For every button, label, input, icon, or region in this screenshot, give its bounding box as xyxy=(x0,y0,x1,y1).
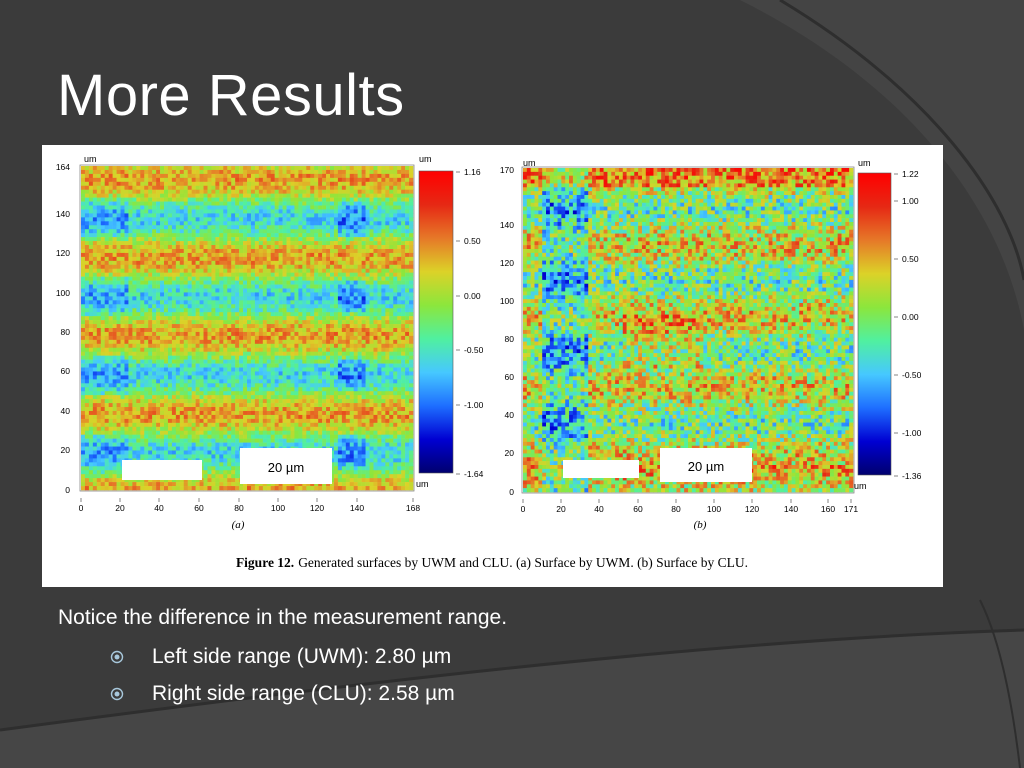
panel-b-scale-bar-label: 20 µm xyxy=(688,459,724,474)
tick-label: 168 xyxy=(406,503,420,513)
panel-a-colorbar xyxy=(418,170,454,474)
panel-b-frame xyxy=(521,166,855,494)
panel-b-colorbar-unit-bottom: um xyxy=(854,481,867,491)
panel-b-scale-box xyxy=(660,448,752,482)
panel-a-colorbar-unit-bottom: um xyxy=(416,479,429,489)
tick-label: 40 xyxy=(594,504,604,514)
panel-a: um 20 µm 0 20 40 60 80 100 120 140 168 0 20 40 60 80… xyxy=(56,154,484,531)
tick-label: 0 xyxy=(79,503,84,513)
colorbar-tick-label: 0.00 xyxy=(902,312,919,322)
tick-label: 120 xyxy=(310,503,324,513)
tick-label: 120 xyxy=(500,258,514,268)
tick-label: 40 xyxy=(505,410,515,420)
figure-caption-bold: Figure 12. xyxy=(236,555,294,570)
tick-label: 20 xyxy=(505,448,515,458)
panel-a-heatmap xyxy=(81,166,414,491)
tick-label: 60 xyxy=(505,372,515,382)
panel-a-label: (a) xyxy=(232,519,245,531)
bullet-circle-icon xyxy=(110,687,124,701)
colorbar-tick-label: -0.50 xyxy=(902,370,922,380)
tick-label: 100 xyxy=(56,288,70,298)
colorbar-tick-label: -0.50 xyxy=(464,345,484,355)
panel-b-x-ticks: 0 20 40 60 80 100 120 140 160 171 xyxy=(521,499,858,514)
panel-b-colorbar-ticks: 1.22 1.00 0.50 0.00 -0.50 -1.00 -1.36 xyxy=(894,169,922,481)
panel-b-colorbar xyxy=(857,172,892,476)
tick-label: 0 xyxy=(509,487,514,497)
surface-maps-figure: um 20 µm 0 20 40 60 80 100 120 140 168 0 20 40 60 80… xyxy=(56,154,922,570)
panel-b-heatmap xyxy=(523,168,854,493)
tick-label: 140 xyxy=(784,504,798,514)
tick-label: 0 xyxy=(65,485,70,495)
tick-label: 0 xyxy=(521,504,526,514)
tick-label: 100 xyxy=(500,296,514,306)
panel-b-unit: um xyxy=(523,158,536,168)
panel-a-colorbar-unit: um xyxy=(419,154,432,164)
tick-label: 20 xyxy=(556,504,566,514)
colorbar-tick-label: -1.00 xyxy=(902,428,922,438)
tick-label: 160 xyxy=(821,504,835,514)
colorbar-tick-label: 0.50 xyxy=(464,236,481,246)
colorbar-tick-label: 0.50 xyxy=(902,254,919,264)
tick-label: 140 xyxy=(56,209,70,219)
tick-label: 100 xyxy=(707,504,721,514)
panel-a-unit: um xyxy=(84,154,97,164)
panel-a-y-ticks: 0 20 40 60 80 100 120 140 164 xyxy=(56,162,70,495)
tick-label: 20 xyxy=(61,445,71,455)
bullet-text-clu: Right side range (CLU): 2.58 µm xyxy=(152,682,455,705)
panel-b-label: (b) xyxy=(694,519,707,531)
panel-a-scale-box xyxy=(240,448,332,484)
bullet-text-uwm: Left side range (UWM): 2.80 µm xyxy=(152,645,452,668)
tick-label: 80 xyxy=(234,503,244,513)
tick-label: 120 xyxy=(745,504,759,514)
note-text: Notice the difference in the measurement… xyxy=(58,606,508,629)
colorbar-tick-label: -1.00 xyxy=(464,400,484,410)
tick-label: 40 xyxy=(61,406,71,416)
tick-label: 80 xyxy=(61,327,71,337)
panel-b-y-ticks: 0 20 40 60 80 100 120 140 170 xyxy=(500,165,514,497)
tick-label: 100 xyxy=(271,503,285,513)
tick-label: 80 xyxy=(505,334,515,344)
colorbar-tick-label: 1.00 xyxy=(902,196,919,206)
slide-title: More Results xyxy=(57,63,405,128)
colorbar-tick-label: 0.00 xyxy=(464,291,481,301)
tick-label: 20 xyxy=(115,503,125,513)
colorbar-tick-label: 1.16 xyxy=(464,167,481,177)
panel-a-blank-box xyxy=(122,460,202,480)
panel-a-scale-bar-label: 20 µm xyxy=(268,460,304,475)
tick-label: 80 xyxy=(671,504,681,514)
colorbar-tick-label: -1.64 xyxy=(464,469,484,479)
tick-label: 60 xyxy=(194,503,204,513)
panel-b-blank-box xyxy=(563,460,639,478)
colorbar-tick-label: 1.22 xyxy=(902,169,919,179)
figure-image: um 20 µm 0 20 40 60 80 100 120 140 168 0 20 40 60 80… xyxy=(42,145,943,587)
tick-label: 60 xyxy=(61,366,71,376)
figure-caption-text: Generated surfaces by UWM and CLU. (a) S… xyxy=(298,555,748,570)
panel-a-colorbar-ticks: 1.16 0.50 0.00 -0.50 -1.00 -1.64 xyxy=(456,167,484,479)
tick-label: 140 xyxy=(350,503,364,513)
panel-b-colorbar-unit: um xyxy=(858,158,871,168)
colorbar-tick-label: -1.36 xyxy=(902,471,922,481)
tick-label: 140 xyxy=(500,220,514,230)
bullet-circle-icon xyxy=(110,650,124,664)
tick-label: 40 xyxy=(154,503,164,513)
tick-label: 60 xyxy=(633,504,643,514)
panel-a-frame xyxy=(79,164,415,492)
tick-label: 120 xyxy=(56,248,70,258)
tick-label: 170 xyxy=(500,165,514,175)
tick-label: 164 xyxy=(56,162,70,172)
panel-a-x-ticks: 0 20 40 60 80 100 120 140 168 xyxy=(79,498,420,513)
panel-b: um 20 µm 0 20 40 60 80 100 120 140 160 171 0 20 40 6… xyxy=(500,158,922,531)
figure-caption: Figure 12. Generated surfaces by UWM and … xyxy=(236,555,748,570)
tick-label: 171 xyxy=(844,504,858,514)
